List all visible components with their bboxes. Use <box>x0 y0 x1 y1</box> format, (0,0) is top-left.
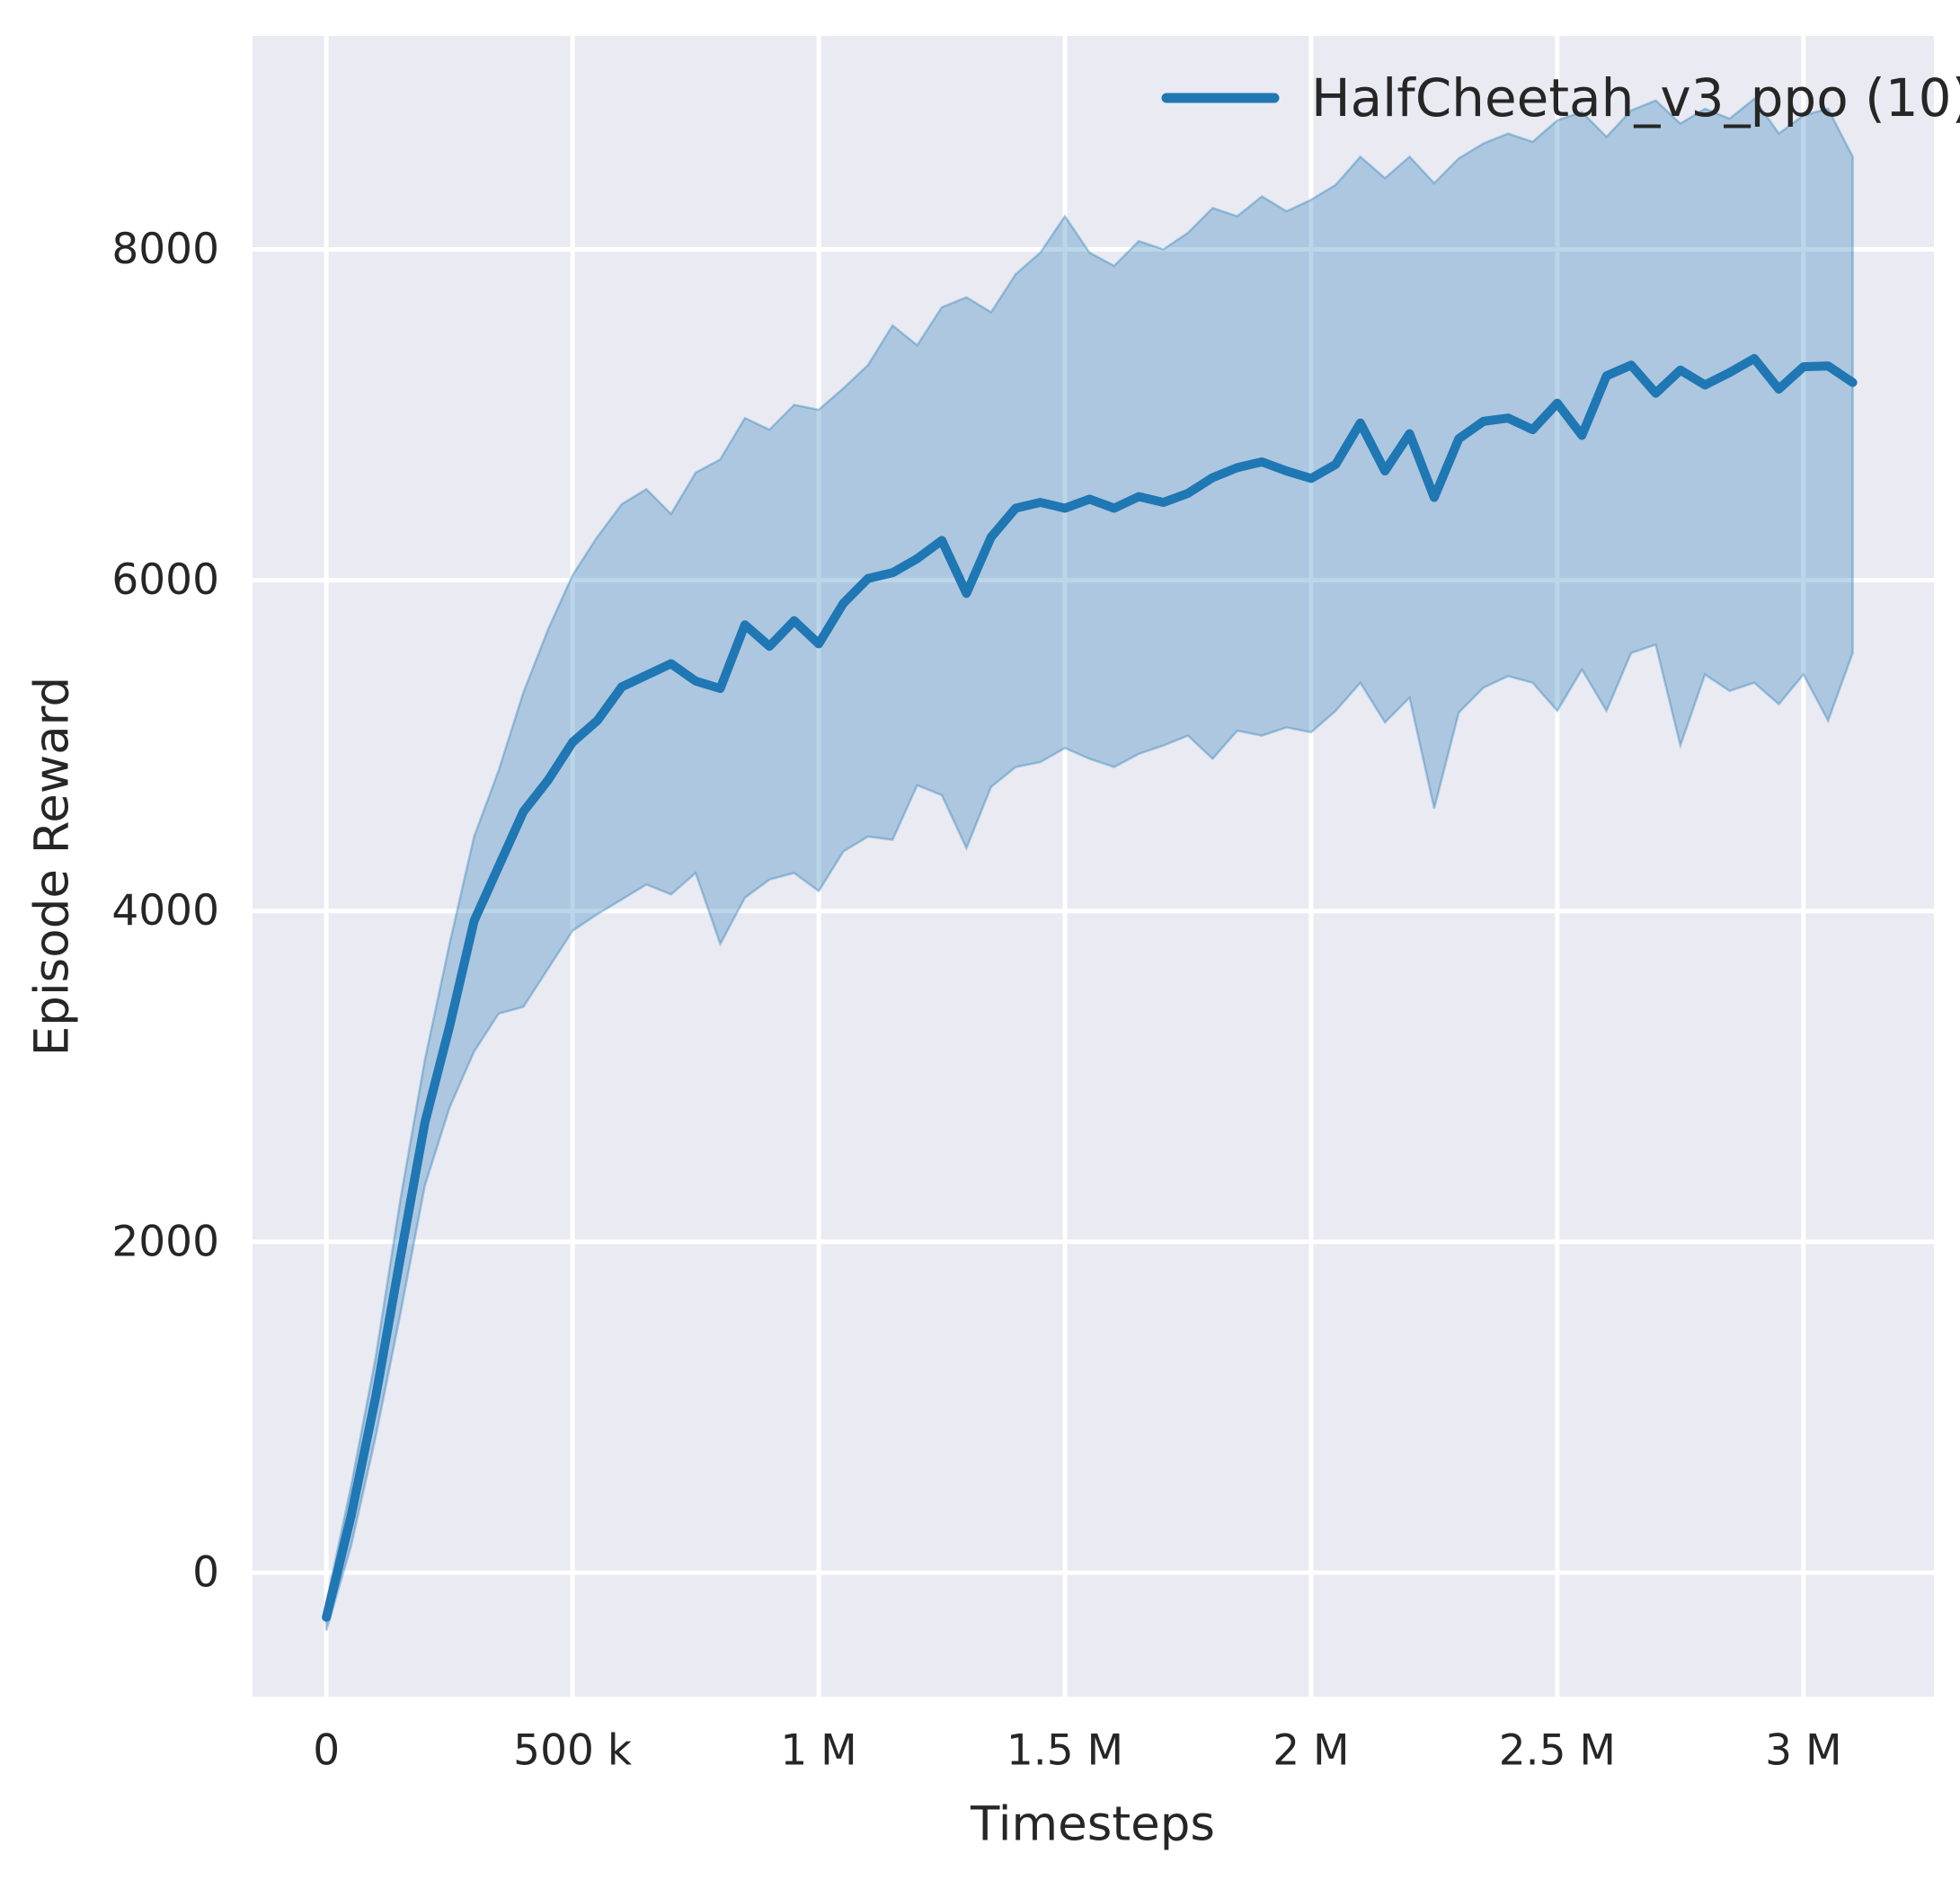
confidence-band <box>324 97 1854 1631</box>
x-axis-label: Timesteps <box>970 1797 1215 1852</box>
legend-label: HalfCheetah_v3_ppo (10) <box>1311 67 1960 129</box>
y-axis-label: Episode Reward <box>25 677 80 1056</box>
y-tick-labels: 0 2000 4000 6000 8000 <box>111 225 219 1598</box>
x-tick-label: 2.5 M <box>1499 1726 1616 1776</box>
x-tick-label: 0 <box>313 1726 340 1776</box>
x-tick-label: 500 k <box>513 1726 633 1776</box>
x-tick-labels: 0 500 k 1 M 1.5 M 2 M 2.5 M 3 M <box>313 1726 1841 1776</box>
plot-background <box>253 36 1934 1697</box>
mean-line <box>322 353 1858 1622</box>
y-tick-label: 6000 <box>111 555 219 605</box>
y-tick-label: 2000 <box>111 1217 219 1266</box>
confidence-band-area <box>324 97 1854 1631</box>
y-tick-label: 0 <box>192 1548 219 1597</box>
x-tick-label: 2 M <box>1273 1726 1349 1776</box>
x-tick-label: 1 M <box>780 1726 856 1776</box>
grid <box>253 36 1934 1697</box>
x-tick-label: 3 M <box>1765 1726 1841 1776</box>
x-tick-label: 1.5 M <box>1007 1726 1123 1776</box>
y-tick-label: 8000 <box>111 225 219 274</box>
legend: HalfCheetah_v3_ppo (10) <box>1161 67 1960 129</box>
mean-line-path <box>322 353 1858 1622</box>
y-tick-label: 4000 <box>111 886 219 936</box>
